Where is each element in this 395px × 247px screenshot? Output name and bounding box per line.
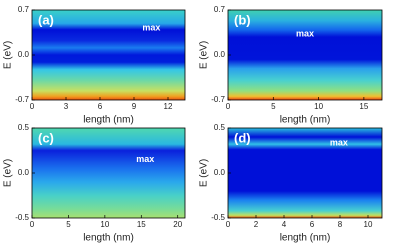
panel-label: (d) xyxy=(234,130,251,145)
x-tick-label: 9 xyxy=(132,102,137,111)
y-tick-label: 0.7 xyxy=(18,5,30,14)
x-axis-label: length (nm) xyxy=(280,115,331,126)
x-tick-label: 8 xyxy=(338,220,343,229)
x-tick-label: 10 xyxy=(100,220,109,229)
x-tick-label: 20 xyxy=(173,220,182,229)
x-tick-label: 0 xyxy=(226,102,231,111)
x-tick-label: 0 xyxy=(30,102,35,111)
panel-label: (c) xyxy=(38,130,54,145)
x-tick-label: 2 xyxy=(254,220,259,229)
y-tick-label: 0.0 xyxy=(18,50,30,59)
max-annotation: max xyxy=(142,22,160,32)
x-tick-label: 15 xyxy=(137,220,146,229)
panel-label: (b) xyxy=(234,12,251,27)
x-axis-label: length (nm) xyxy=(83,233,134,244)
x-axis-label: length (nm) xyxy=(83,115,134,126)
y-axis-label: E (eV) xyxy=(3,41,14,69)
x-tick-label: 5 xyxy=(271,102,276,111)
x-tick-label: 5 xyxy=(66,220,71,229)
y-tick-label: -0.7 xyxy=(15,95,29,104)
panel-label: (a) xyxy=(38,12,54,27)
heatmap xyxy=(228,10,382,100)
x-tick-label: 10 xyxy=(364,220,373,229)
max-annotation: max xyxy=(136,154,154,164)
y-tick-label: 0.5 xyxy=(18,123,30,132)
x-tick-label: 4 xyxy=(282,220,287,229)
x-axis-label: length (nm) xyxy=(280,233,331,244)
y-tick-label: 0.0 xyxy=(214,50,226,59)
heatmap xyxy=(32,10,185,100)
x-tick-label: 0 xyxy=(226,220,231,229)
y-axis-label: E (eV) xyxy=(199,41,210,69)
x-tick-label: 6 xyxy=(98,102,103,111)
y-tick-label: 0.5 xyxy=(214,123,226,132)
x-tick-label: 3 xyxy=(64,102,69,111)
max-annotation: max xyxy=(296,29,314,39)
y-tick-label: 0.0 xyxy=(18,168,30,177)
y-tick-label: 0.0 xyxy=(214,168,226,177)
x-tick-label: 0 xyxy=(30,220,35,229)
y-tick-label: -0.7 xyxy=(211,95,225,104)
y-tick-label: -0.5 xyxy=(15,213,29,222)
x-tick-label: 10 xyxy=(314,102,323,111)
y-tick-label: -0.5 xyxy=(211,213,225,222)
x-tick-label: 15 xyxy=(359,102,368,111)
y-axis-label: E (eV) xyxy=(3,159,14,187)
y-axis-label: E (eV) xyxy=(199,159,210,187)
max-annotation: max xyxy=(330,138,348,148)
heatmap xyxy=(228,128,382,218)
x-tick-label: 12 xyxy=(164,102,173,111)
x-tick-label: 6 xyxy=(310,220,315,229)
y-tick-label: 0.7 xyxy=(214,5,226,14)
heatmap xyxy=(32,128,185,218)
